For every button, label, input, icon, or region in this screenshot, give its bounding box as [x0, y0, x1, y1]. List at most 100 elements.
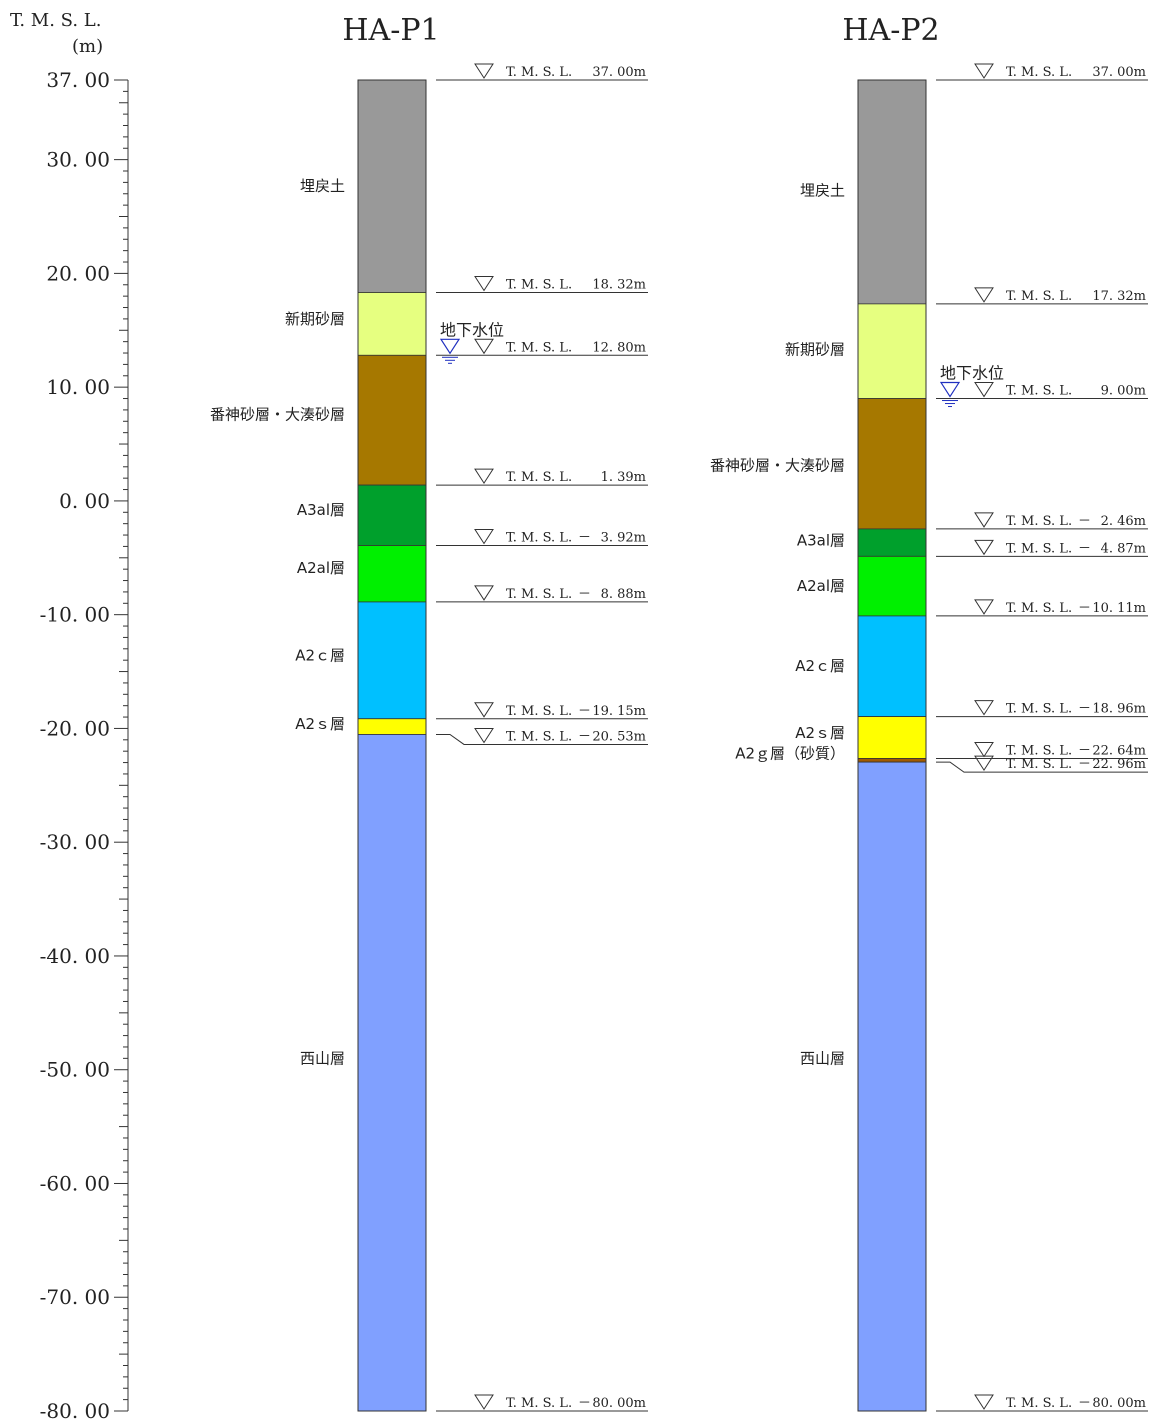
- layer-label: A2ｓ層: [295, 715, 345, 733]
- layer-label: A2al層: [297, 559, 345, 577]
- axis-tick-label: -10. 00: [40, 603, 110, 627]
- layer-label: A3al層: [297, 501, 345, 519]
- elevation-value: 19. 15m: [592, 704, 646, 719]
- axis-tick-label: 10. 00: [46, 375, 110, 399]
- axis-tick-label: 20. 00: [46, 261, 110, 285]
- elevation-prefix: T. M. S. L.: [506, 1396, 572, 1411]
- elevation-triangle-icon: [474, 702, 494, 718]
- layer-label: A2al層: [797, 577, 845, 595]
- elevation-triangle-icon: [474, 1394, 494, 1410]
- axis-tick-label: -40. 00: [40, 944, 110, 968]
- elevation-triangle-icon: [474, 276, 494, 292]
- soil-layer: [857, 303, 927, 399]
- elevation-triangle-icon: [974, 512, 994, 528]
- elevation-line: [436, 733, 648, 745]
- soil-layer: [857, 555, 927, 617]
- elevation-sign: －: [578, 729, 591, 744]
- soil-layer: [357, 79, 427, 293]
- elevation-prefix: T. M. S. L.: [1006, 1396, 1072, 1411]
- elevation-prefix: T. M. S. L.: [506, 531, 572, 546]
- axis-tick-label: -20. 00: [40, 716, 110, 740]
- layer-label: 西山層: [800, 1049, 845, 1067]
- elevation-prefix: T. M. S. L.: [506, 470, 572, 485]
- axis-tick-label: -60. 00: [40, 1171, 110, 1195]
- elevation-sign: －: [578, 531, 591, 546]
- soil-layer: [857, 528, 927, 557]
- elevation-prefix: T. M. S. L.: [1006, 65, 1072, 80]
- elevation-sign: －: [578, 1396, 591, 1411]
- layer-label: A2ｃ層: [295, 647, 345, 665]
- elevation-prefix: T. M. S. L.: [1006, 601, 1072, 616]
- elevation-sign: －: [1078, 1396, 1091, 1411]
- elevation-prefix: T. M. S. L.: [1006, 289, 1072, 304]
- elevation-prefix: T. M. S. L.: [1006, 541, 1072, 556]
- elevation-triangle-icon: [974, 287, 994, 303]
- elevation-value: 1. 39m: [601, 470, 646, 485]
- elevation-prefix: T. M. S. L.: [506, 340, 572, 355]
- elevation-prefix: T. M. S. L.: [1006, 514, 1072, 529]
- soil-layer: [357, 601, 427, 720]
- axis-tick-label: -80. 00: [40, 1399, 110, 1422]
- elevation-value: 12. 80m: [592, 340, 646, 355]
- layer-label: 埋戻土: [300, 177, 345, 195]
- layer-label: A3al層: [797, 532, 845, 550]
- elevation-triangle-icon: [974, 539, 994, 556]
- elevation-value: 8. 88m: [601, 587, 646, 602]
- borehole-title: HA-P1: [342, 13, 439, 48]
- elevation-prefix: T. M. S. L.: [1006, 757, 1072, 772]
- soil-layer: [857, 79, 927, 305]
- soil-layer: [857, 761, 927, 1412]
- water-level-icon: [439, 338, 461, 355]
- elevation-value: 2. 46m: [1101, 514, 1146, 529]
- elevation-value: 3. 92m: [601, 531, 646, 546]
- layer-label: 埋戻土: [800, 181, 845, 199]
- axis-tick-label: 0. 00: [59, 489, 110, 513]
- elevation-prefix: T. M. S. L.: [1006, 743, 1072, 758]
- elevation-triangle-icon: [474, 338, 494, 355]
- elevation-triangle-icon: [474, 63, 494, 79]
- water-level-label: 地下水位: [440, 320, 504, 339]
- elevation-triangle-icon: [974, 599, 994, 615]
- layer-label: 西山層: [300, 1049, 345, 1067]
- elevation-value: 18. 32m: [592, 278, 646, 293]
- elevation-value: 37. 00m: [1092, 65, 1146, 80]
- soil-layer: [357, 484, 427, 546]
- elevation-line: [936, 761, 1148, 773]
- elevation-prefix: T. M. S. L.: [506, 65, 572, 80]
- soil-layer: [357, 354, 427, 486]
- elevation-triangle-icon: [474, 529, 494, 545]
- layer-label: A2ｃ層: [795, 657, 845, 675]
- layer-label: A2ｇ層（砂質）: [735, 744, 845, 762]
- soil-layer: [357, 545, 427, 603]
- soil-layer: [857, 615, 927, 718]
- elevation-value: 80. 00m: [592, 1396, 646, 1411]
- elevation-value: 22. 64m: [1092, 743, 1146, 758]
- axis-tick-label: -70. 00: [40, 1285, 110, 1309]
- elevation-sign: －: [578, 704, 591, 719]
- axis-title-line2: (m): [72, 36, 103, 57]
- elevation-sign: －: [1078, 743, 1091, 758]
- water-level-label: 地下水位: [940, 364, 1004, 383]
- elevation-value: 4. 87m: [1101, 541, 1146, 556]
- elevation-sign: －: [1078, 702, 1091, 717]
- soil-layer: [357, 292, 427, 356]
- elevation-value: 37. 00m: [592, 65, 646, 80]
- elevation-triangle-icon: [974, 741, 994, 758]
- axis-tick-label: -50. 00: [40, 1058, 110, 1082]
- elevation-triangle-icon: [974, 700, 994, 716]
- layer-label: A2ｓ層: [795, 724, 845, 742]
- borehole-title: HA-P2: [842, 13, 939, 48]
- elevation-sign: －: [578, 587, 591, 602]
- elevation-value: 22. 96m: [1092, 757, 1146, 772]
- axis-tick-label: 37. 00: [46, 68, 110, 92]
- borehole-column-outline: [357, 79, 427, 1412]
- borehole-column-outline: [857, 79, 927, 1412]
- layer-label: 番神砂層・大湊砂層: [710, 457, 845, 475]
- elevation-value: 10. 11m: [1092, 601, 1146, 616]
- elevation-prefix: T. M. S. L.: [506, 729, 572, 744]
- elevation-sign: －: [1078, 757, 1091, 772]
- elevation-prefix: T. M. S. L.: [506, 278, 572, 293]
